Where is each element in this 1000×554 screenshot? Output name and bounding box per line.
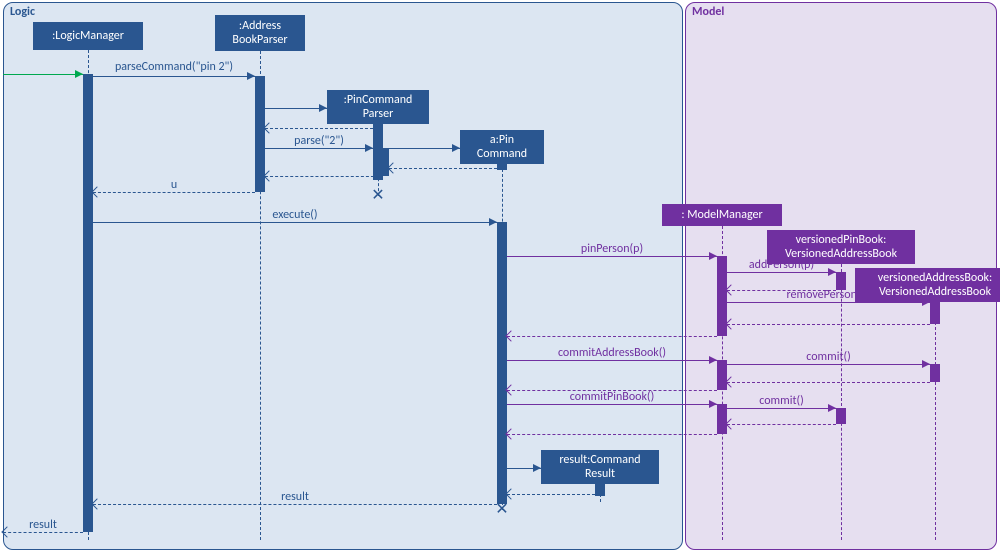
message-label: commit() <box>727 350 930 364</box>
participant-pinCommand: a:PinCommand <box>460 130 544 164</box>
message-label: commit() <box>727 394 836 408</box>
participant-commandResult: result:CommandResult <box>541 450 659 484</box>
message-line <box>507 360 717 361</box>
message-line <box>93 76 255 77</box>
message-line <box>265 176 379 177</box>
participant-modelManager: : ModelManager <box>662 204 782 226</box>
arrow-head-icon <box>533 464 541 472</box>
message-line <box>389 148 460 149</box>
activation-pinCommand <box>497 222 507 504</box>
message-line <box>3 74 83 75</box>
sequence-diagram: Logic Model ✕ ✕ :LogicManager :AddressBookPar… <box>0 0 1000 554</box>
message-line <box>727 272 836 273</box>
message-line <box>265 108 327 109</box>
message-label: parseCommand("pin 2") <box>93 60 255 74</box>
message-line <box>265 128 373 129</box>
lifeline-versionedAddressBook <box>935 302 936 540</box>
message-line <box>389 168 497 169</box>
message-line <box>727 364 930 365</box>
activation-logicManager <box>83 74 93 532</box>
activation-modelManager <box>717 360 727 390</box>
message-label: parse("2") <box>265 134 373 148</box>
message-line <box>93 192 255 193</box>
participant-addressBookParser: :AddressBookParser <box>215 15 305 51</box>
message-line <box>727 302 930 303</box>
arrow-head-icon <box>319 104 327 112</box>
message-label: result <box>3 518 83 532</box>
message-line <box>507 404 717 405</box>
message-label: result <box>93 490 497 504</box>
message-label: u <box>93 178 255 192</box>
message-label: addPerson(p) <box>727 258 836 272</box>
arrow-head-icon <box>75 70 83 78</box>
message-line <box>727 408 836 409</box>
activation-modelManager <box>717 404 727 434</box>
message-line <box>727 324 930 325</box>
lifeline-versionedPinBook <box>841 264 842 540</box>
activation-versionedAddressBook <box>930 302 940 324</box>
participant-logicManager: :LogicManager <box>33 22 143 50</box>
message-line <box>507 256 717 257</box>
message-label: commitAddressBook() <box>507 346 717 360</box>
participant-pinCommandParser: :PinCommandParser <box>327 90 429 124</box>
message-line <box>507 434 717 435</box>
model-frame-title: Model <box>692 5 724 19</box>
message-line <box>93 504 497 505</box>
activation-pinCommandParser <box>379 148 389 176</box>
message-label: pinPerson(p) <box>507 242 717 256</box>
message-line <box>507 336 717 337</box>
message-line <box>727 424 836 425</box>
message-label: removePerson(p) <box>727 288 930 302</box>
message-line <box>507 494 595 495</box>
message-line <box>265 148 373 149</box>
message-label: commitPinBook() <box>507 390 717 404</box>
message-line <box>727 382 930 383</box>
message-line <box>3 532 83 533</box>
arrow-head-icon <box>452 144 460 152</box>
message-line <box>93 222 497 223</box>
destroy-pinCommandParser: ✕ <box>371 189 385 203</box>
activation-versionedAddressBook <box>930 364 940 382</box>
message-label: execute() <box>93 208 497 222</box>
activation-versionedPinBook <box>836 408 846 424</box>
logic-frame-title: Logic <box>10 5 35 19</box>
destroy-pinCommand: ✕ <box>495 503 509 517</box>
